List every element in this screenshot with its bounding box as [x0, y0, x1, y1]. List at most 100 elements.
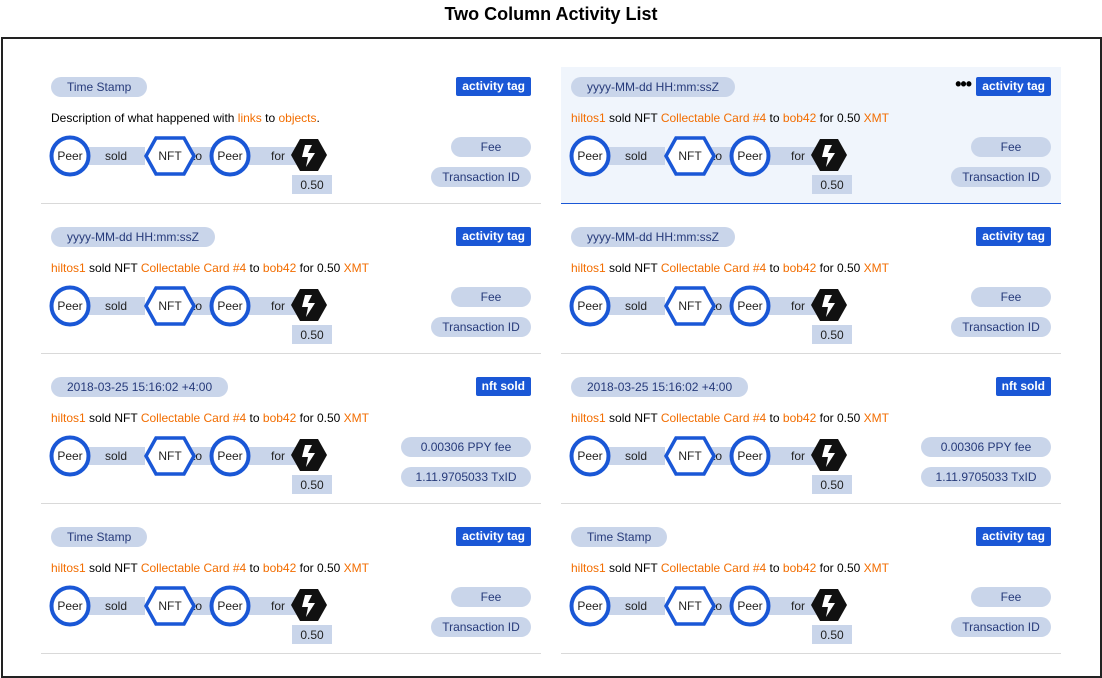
nft-item-link[interactable]: Collectable Card #4 [140, 411, 247, 425]
buyer-link[interactable]: bob42 [782, 261, 817, 275]
buyer-link[interactable]: bob42 [262, 411, 297, 425]
fee-pill[interactable]: Fee [971, 137, 1051, 157]
seller-link[interactable]: hiltos1 [571, 111, 606, 125]
nft-node[interactable]: NFT [663, 436, 717, 476]
nft-item-link[interactable]: Collectable Card #4 [660, 261, 767, 275]
recipient-peer[interactable]: Peer [729, 585, 771, 627]
buyer-link[interactable]: bob42 [262, 261, 297, 275]
activity-tag[interactable]: activity tag [976, 227, 1051, 246]
recipient-peer[interactable]: Peer [729, 285, 771, 327]
transaction-id-pill[interactable]: 1.11.9705033 TxID [921, 467, 1051, 487]
currency-link[interactable]: XMT [863, 261, 889, 275]
sender-peer[interactable]: Peer [49, 285, 91, 327]
fee-pill[interactable]: Fee [451, 137, 531, 157]
description-link[interactable]: links [237, 111, 262, 125]
transaction-id-pill[interactable]: Transaction ID [431, 617, 531, 637]
nft-item-link[interactable]: Collectable Card #4 [660, 111, 767, 125]
seller-link[interactable]: hiltos1 [51, 261, 86, 275]
transaction-id-pill[interactable]: Transaction ID [951, 317, 1051, 337]
activity-tag[interactable]: activity tag [456, 77, 531, 96]
transaction-id-pill[interactable]: Transaction ID [431, 167, 531, 187]
nft-node[interactable]: NFT [143, 436, 197, 476]
transfer-flow: sold to for Peer NFT Peer 0.50 [569, 285, 852, 344]
transaction-id-pill[interactable]: Transaction ID [951, 167, 1051, 187]
recipient-peer[interactable]: Peer [729, 435, 771, 477]
buyer-link[interactable]: bob42 [782, 111, 817, 125]
nft-item-link[interactable]: Collectable Card #4 [660, 411, 767, 425]
description-object-link[interactable]: objects [278, 111, 317, 125]
transfer-flow: sold to for Peer NFT Peer 0.50 [49, 135, 332, 194]
description-text: to [766, 261, 783, 275]
currency-link[interactable]: XMT [863, 561, 889, 575]
seller-link[interactable]: hiltos1 [571, 261, 606, 275]
nft-node[interactable]: NFT [143, 586, 197, 626]
peer-label: Peer [217, 599, 242, 613]
currency-link[interactable]: XMT [863, 411, 889, 425]
flow-label-for: for [791, 149, 805, 163]
fee-pill[interactable]: 0.00306 PPY fee [401, 437, 531, 457]
buyer-link[interactable]: bob42 [262, 561, 297, 575]
activity-card[interactable]: yyyy-MM-dd HH:mm:ssZ activity tag hiltos1 … [41, 217, 541, 354]
fee-pill[interactable]: Fee [971, 587, 1051, 607]
activity-tag[interactable]: activity tag [976, 77, 1051, 96]
description-text: sold NFT [605, 261, 661, 275]
currency-link[interactable]: XMT [863, 111, 889, 125]
sender-peer[interactable]: Peer [569, 285, 611, 327]
fee-pill[interactable]: Fee [451, 287, 531, 307]
seller-link[interactable]: hiltos1 [571, 561, 606, 575]
recipient-peer[interactable]: Peer [209, 135, 251, 177]
fee-pill[interactable]: Fee [971, 287, 1051, 307]
more-dots-icon[interactable]: ••• [955, 74, 972, 94]
buyer-link[interactable]: bob42 [782, 561, 817, 575]
buyer-link[interactable]: bob42 [782, 411, 817, 425]
fee-pill[interactable]: 0.00306 PPY fee [921, 437, 1051, 457]
activity-card[interactable]: 2018-03-25 15:16:02 +4:00 nft sold hiltos1… [561, 367, 1061, 504]
activity-card[interactable]: Time Stamp activity tag Description of wha… [41, 67, 541, 204]
nft-node[interactable]: NFT [143, 286, 197, 326]
currency-link[interactable]: XMT [343, 411, 369, 425]
sender-peer[interactable]: Peer [569, 135, 611, 177]
sender-peer[interactable]: Peer [49, 135, 91, 177]
nft-node[interactable]: NFT [663, 136, 717, 176]
nft-item-link[interactable]: Collectable Card #4 [660, 561, 767, 575]
activity-tag[interactable]: activity tag [456, 527, 531, 546]
nft-node[interactable]: NFT [663, 586, 717, 626]
currency-link[interactable]: XMT [343, 561, 369, 575]
activity-card[interactable]: yyyy-MM-dd HH:mm:ssZ activity tag hiltos1 … [561, 217, 1061, 354]
nft-item-link[interactable]: Collectable Card #4 [140, 561, 247, 575]
seller-link[interactable]: hiltos1 [571, 411, 606, 425]
activity-tag[interactable]: nft sold [475, 377, 531, 396]
nft-node[interactable]: NFT [143, 136, 197, 176]
transaction-id-pill[interactable]: Transaction ID [951, 617, 1051, 637]
sender-peer[interactable]: Peer [569, 585, 611, 627]
description-text: for [816, 111, 837, 125]
recipient-peer[interactable]: Peer [209, 285, 251, 327]
amount-value: 0.50 [300, 328, 324, 342]
currency-link[interactable]: XMT [343, 261, 369, 275]
activity-card[interactable]: Time Stamp activity tag hiltos1 sold NFT C… [41, 517, 541, 654]
recipient-peer[interactable]: Peer [209, 585, 251, 627]
activity-tag[interactable]: activity tag [456, 227, 531, 246]
sender-peer[interactable]: Peer [49, 585, 91, 627]
activity-card[interactable]: Time Stamp activity tag hiltos1 sold NFT C… [561, 517, 1061, 654]
activity-tag[interactable]: nft sold [995, 377, 1051, 396]
price-value: 0.50 [836, 111, 861, 125]
transaction-id-pill[interactable]: Transaction ID [431, 317, 531, 337]
activity-tag[interactable]: activity tag [976, 527, 1051, 546]
fee-pill[interactable]: Fee [451, 587, 531, 607]
flow-label-for: for [271, 299, 285, 313]
nft-node[interactable]: NFT [663, 286, 717, 326]
recipient-peer[interactable]: Peer [729, 135, 771, 177]
nft-item-link[interactable]: Collectable Card #4 [140, 261, 247, 275]
sender-peer[interactable]: Peer [569, 435, 611, 477]
amount-box [812, 325, 852, 344]
peer-label: Peer [737, 599, 762, 613]
sender-peer[interactable]: Peer [49, 435, 91, 477]
activity-card[interactable]: 2018-03-25 15:16:02 +4:00 nft sold hiltos1… [41, 367, 541, 504]
seller-link[interactable]: hiltos1 [51, 561, 86, 575]
activity-card[interactable]: yyyy-MM-dd HH:mm:ssZ activity tag ••• hilto… [561, 67, 1061, 204]
flow-label-to: to [712, 599, 722, 613]
recipient-peer[interactable]: Peer [209, 435, 251, 477]
seller-link[interactable]: hiltos1 [51, 411, 86, 425]
transaction-id-pill[interactable]: 1.11.9705033 TxID [401, 467, 531, 487]
